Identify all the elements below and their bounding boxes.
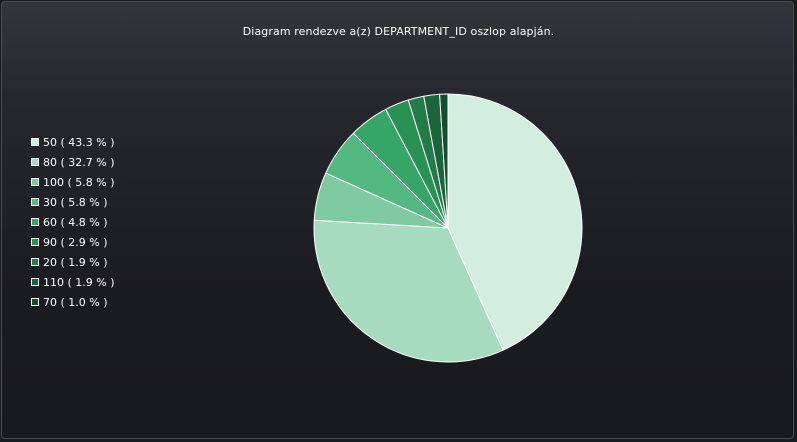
legend-item-60[interactable]: 60 ( 4.8 % ): [31, 212, 115, 232]
legend-swatch: [31, 238, 39, 246]
legend-label: 110 ( 1.9 % ): [43, 275, 115, 289]
legend-swatch: [31, 158, 39, 166]
pie-slice-50[interactable]: [447, 93, 583, 351]
legend-swatch: [31, 298, 39, 306]
legend-item-50[interactable]: 50 ( 43.3 % ): [31, 132, 115, 152]
legend-item-110[interactable]: 110 ( 1.9 % ): [31, 272, 115, 292]
legend-swatch: [31, 138, 39, 146]
legend-label: 80 ( 32.7 % ): [43, 155, 115, 169]
legend-label: 90 ( 2.9 % ): [43, 235, 108, 249]
legend-item-100[interactable]: 100 ( 5.8 % ): [31, 172, 115, 192]
legend-label: 60 ( 4.8 % ): [43, 215, 108, 229]
legend-item-30[interactable]: 30 ( 5.8 % ): [31, 192, 115, 212]
legend-item-70[interactable]: 70 ( 1.0 % ): [31, 292, 115, 312]
legend-swatch: [31, 198, 39, 206]
legend-label: 50 ( 43.3 % ): [43, 135, 115, 149]
legend-swatch: [31, 218, 39, 226]
legend-label: 100 ( 5.8 % ): [43, 175, 115, 189]
legend-label: 70 ( 1.0 % ): [43, 295, 108, 309]
legend-label: 20 ( 1.9 % ): [43, 255, 108, 269]
pie-slice-80[interactable]: [313, 219, 504, 363]
chart-title: Diagram rendezve a(z) DEPARTMENT_ID oszl…: [242, 25, 555, 38]
pie-slice-70[interactable]: [439, 93, 449, 229]
legend-item-20[interactable]: 20 ( 1.9 % ): [31, 252, 115, 272]
legend-swatch: [31, 178, 39, 186]
legend-swatch: [31, 278, 39, 286]
legend-swatch: [31, 258, 39, 266]
legend-item-90[interactable]: 90 ( 2.9 % ): [31, 232, 115, 252]
legend-label: 30 ( 5.8 % ): [43, 195, 108, 209]
chart-legend: 50 ( 43.3 % ) 80 ( 32.7 % ) 100 ( 5.8 % …: [31, 132, 115, 312]
legend-item-80[interactable]: 80 ( 32.7 % ): [31, 152, 115, 172]
